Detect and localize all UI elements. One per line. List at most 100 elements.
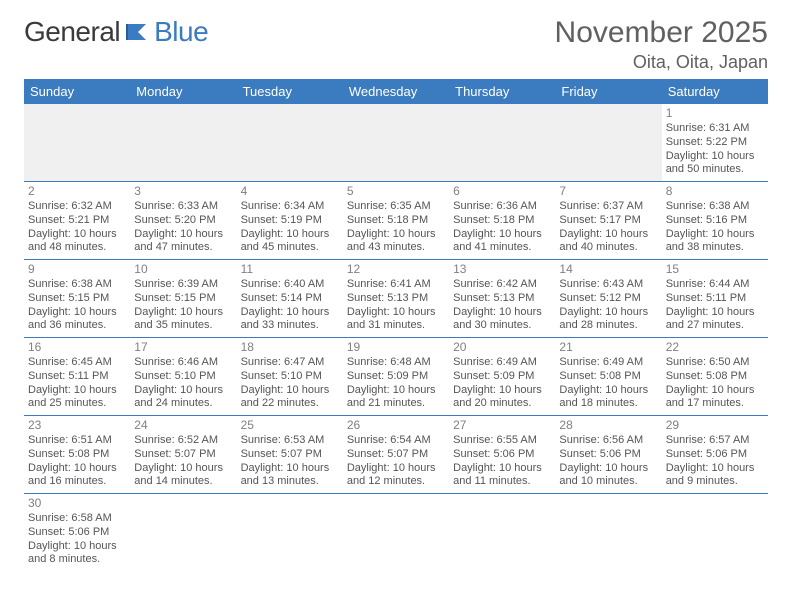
calendar-header-row: Sunday Monday Tuesday Wednesday Thursday… <box>24 79 768 104</box>
day-info: Sunrise: 6:58 AMSunset: 5:06 PMDaylight:… <box>28 512 126 567</box>
day-info: Sunrise: 6:34 AMSunset: 5:19 PMDaylight:… <box>241 200 339 255</box>
day-number: 5 <box>347 184 445 199</box>
day-number: 7 <box>559 184 657 199</box>
weekday-header: Thursday <box>449 79 555 104</box>
day-number: 15 <box>666 262 764 277</box>
calendar-cell: 11Sunrise: 6:40 AMSunset: 5:14 PMDayligh… <box>237 260 343 338</box>
day-info: Sunrise: 6:36 AMSunset: 5:18 PMDaylight:… <box>453 200 551 255</box>
day-info: Sunrise: 6:54 AMSunset: 5:07 PMDaylight:… <box>347 434 445 489</box>
weekday-header: Monday <box>130 79 236 104</box>
calendar-cell: 10Sunrise: 6:39 AMSunset: 5:15 PMDayligh… <box>130 260 236 338</box>
calendar-cell: 30Sunrise: 6:58 AMSunset: 5:06 PMDayligh… <box>24 494 130 572</box>
brand-logo: General Blue <box>24 16 208 48</box>
day-info: Sunrise: 6:48 AMSunset: 5:09 PMDaylight:… <box>347 356 445 411</box>
day-info: Sunrise: 6:51 AMSunset: 5:08 PMDaylight:… <box>28 434 126 489</box>
day-number: 1 <box>666 106 764 121</box>
day-info: Sunrise: 6:50 AMSunset: 5:08 PMDaylight:… <box>666 356 764 411</box>
weekday-header: Tuesday <box>237 79 343 104</box>
day-info: Sunrise: 6:45 AMSunset: 5:11 PMDaylight:… <box>28 356 126 411</box>
calendar-cell: 23Sunrise: 6:51 AMSunset: 5:08 PMDayligh… <box>24 416 130 494</box>
calendar-cell: 2Sunrise: 6:32 AMSunset: 5:21 PMDaylight… <box>24 182 130 260</box>
calendar-cell: 1Sunrise: 6:31 AMSunset: 5:22 PMDaylight… <box>662 104 768 182</box>
calendar-cell <box>555 104 661 182</box>
calendar-cell: 27Sunrise: 6:55 AMSunset: 5:06 PMDayligh… <box>449 416 555 494</box>
calendar-cell <box>449 494 555 572</box>
calendar-cell: 12Sunrise: 6:41 AMSunset: 5:13 PMDayligh… <box>343 260 449 338</box>
day-info: Sunrise: 6:39 AMSunset: 5:15 PMDaylight:… <box>134 278 232 333</box>
weekday-header: Saturday <box>662 79 768 104</box>
day-info: Sunrise: 6:44 AMSunset: 5:11 PMDaylight:… <box>666 278 764 333</box>
day-info: Sunrise: 6:33 AMSunset: 5:20 PMDaylight:… <box>134 200 232 255</box>
day-info: Sunrise: 6:37 AMSunset: 5:17 PMDaylight:… <box>559 200 657 255</box>
calendar-body: 1Sunrise: 6:31 AMSunset: 5:22 PMDaylight… <box>24 104 768 572</box>
day-number: 23 <box>28 418 126 433</box>
calendar-cell: 21Sunrise: 6:49 AMSunset: 5:08 PMDayligh… <box>555 338 661 416</box>
header: General Blue November 2025 Oita, Oita, J… <box>24 16 768 79</box>
day-info: Sunrise: 6:52 AMSunset: 5:07 PMDaylight:… <box>134 434 232 489</box>
weekday-header: Sunday <box>24 79 130 104</box>
calendar-cell <box>555 494 661 572</box>
calendar-cell: 7Sunrise: 6:37 AMSunset: 5:17 PMDaylight… <box>555 182 661 260</box>
brand-word-1: General <box>24 16 120 48</box>
calendar-cell <box>237 104 343 182</box>
day-info: Sunrise: 6:35 AMSunset: 5:18 PMDaylight:… <box>347 200 445 255</box>
brand-word-2: Blue <box>154 16 208 48</box>
day-number: 16 <box>28 340 126 355</box>
day-info: Sunrise: 6:43 AMSunset: 5:12 PMDaylight:… <box>559 278 657 333</box>
day-number: 28 <box>559 418 657 433</box>
calendar-cell: 25Sunrise: 6:53 AMSunset: 5:07 PMDayligh… <box>237 416 343 494</box>
title-block: November 2025 Oita, Oita, Japan <box>555 16 768 73</box>
day-number: 21 <box>559 340 657 355</box>
calendar-page: General Blue November 2025 Oita, Oita, J… <box>0 0 792 572</box>
page-title: November 2025 <box>555 16 768 50</box>
day-number: 4 <box>241 184 339 199</box>
day-number: 10 <box>134 262 232 277</box>
calendar-cell: 15Sunrise: 6:44 AMSunset: 5:11 PMDayligh… <box>662 260 768 338</box>
day-number: 2 <box>28 184 126 199</box>
calendar-cell: 3Sunrise: 6:33 AMSunset: 5:20 PMDaylight… <box>130 182 236 260</box>
day-number: 17 <box>134 340 232 355</box>
day-number: 9 <box>28 262 126 277</box>
calendar-cell: 28Sunrise: 6:56 AMSunset: 5:06 PMDayligh… <box>555 416 661 494</box>
page-subtitle: Oita, Oita, Japan <box>555 52 768 73</box>
day-info: Sunrise: 6:47 AMSunset: 5:10 PMDaylight:… <box>241 356 339 411</box>
calendar-cell: 9Sunrise: 6:38 AMSunset: 5:15 PMDaylight… <box>24 260 130 338</box>
day-info: Sunrise: 6:56 AMSunset: 5:06 PMDaylight:… <box>559 434 657 489</box>
day-info: Sunrise: 6:57 AMSunset: 5:06 PMDaylight:… <box>666 434 764 489</box>
day-number: 25 <box>241 418 339 433</box>
calendar-cell: 8Sunrise: 6:38 AMSunset: 5:16 PMDaylight… <box>662 182 768 260</box>
calendar-cell: 22Sunrise: 6:50 AMSunset: 5:08 PMDayligh… <box>662 338 768 416</box>
calendar-cell: 19Sunrise: 6:48 AMSunset: 5:09 PMDayligh… <box>343 338 449 416</box>
calendar-cell <box>24 104 130 182</box>
calendar-cell: 14Sunrise: 6:43 AMSunset: 5:12 PMDayligh… <box>555 260 661 338</box>
day-info: Sunrise: 6:55 AMSunset: 5:06 PMDaylight:… <box>453 434 551 489</box>
day-number: 22 <box>666 340 764 355</box>
calendar-cell: 16Sunrise: 6:45 AMSunset: 5:11 PMDayligh… <box>24 338 130 416</box>
flag-icon <box>126 22 154 42</box>
day-number: 20 <box>453 340 551 355</box>
calendar-cell: 29Sunrise: 6:57 AMSunset: 5:06 PMDayligh… <box>662 416 768 494</box>
day-number: 19 <box>347 340 445 355</box>
calendar-cell: 24Sunrise: 6:52 AMSunset: 5:07 PMDayligh… <box>130 416 236 494</box>
day-number: 12 <box>347 262 445 277</box>
calendar-cell: 18Sunrise: 6:47 AMSunset: 5:10 PMDayligh… <box>237 338 343 416</box>
day-number: 24 <box>134 418 232 433</box>
day-info: Sunrise: 6:31 AMSunset: 5:22 PMDaylight:… <box>666 122 764 177</box>
day-info: Sunrise: 6:38 AMSunset: 5:15 PMDaylight:… <box>28 278 126 333</box>
day-number: 11 <box>241 262 339 277</box>
day-number: 3 <box>134 184 232 199</box>
day-number: 8 <box>666 184 764 199</box>
day-info: Sunrise: 6:53 AMSunset: 5:07 PMDaylight:… <box>241 434 339 489</box>
day-info: Sunrise: 6:40 AMSunset: 5:14 PMDaylight:… <box>241 278 339 333</box>
calendar-cell: 5Sunrise: 6:35 AMSunset: 5:18 PMDaylight… <box>343 182 449 260</box>
day-number: 14 <box>559 262 657 277</box>
calendar-table: Sunday Monday Tuesday Wednesday Thursday… <box>24 79 768 572</box>
calendar-cell: 13Sunrise: 6:42 AMSunset: 5:13 PMDayligh… <box>449 260 555 338</box>
calendar-cell <box>449 104 555 182</box>
calendar-cell: 20Sunrise: 6:49 AMSunset: 5:09 PMDayligh… <box>449 338 555 416</box>
day-info: Sunrise: 6:49 AMSunset: 5:09 PMDaylight:… <box>453 356 551 411</box>
calendar-cell <box>343 494 449 572</box>
day-number: 13 <box>453 262 551 277</box>
day-number: 6 <box>453 184 551 199</box>
calendar-cell <box>130 104 236 182</box>
